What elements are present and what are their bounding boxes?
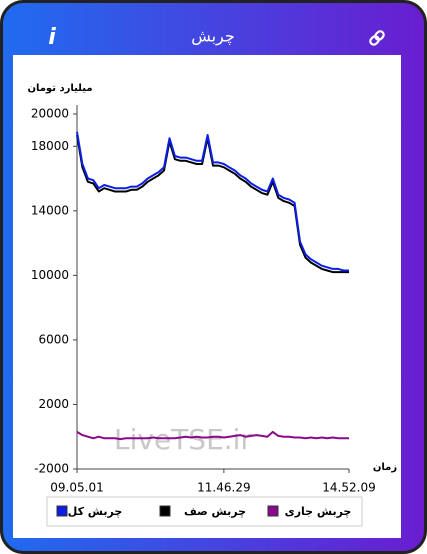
y-tick-label: 18000 (31, 139, 69, 153)
series-line (76, 131, 349, 272)
link-button[interactable] (369, 30, 385, 46)
series-line (76, 134, 349, 274)
watermark: LiveTSE.ir (114, 423, 252, 456)
legend-label: چربش جاری (285, 505, 352, 518)
legend-label: چربش کل (68, 505, 123, 518)
y-tick-label: 14000 (31, 203, 69, 217)
legend-swatch (56, 505, 68, 517)
header-title: چربش (191, 27, 235, 47)
y-tick-label: 6000 (38, 332, 69, 346)
x-tick-label: 14.52.09 (322, 481, 375, 495)
series-line (76, 430, 349, 441)
y-tick-label: -2000 (34, 462, 69, 476)
y-tick-label: 2000 (38, 397, 69, 411)
info-button[interactable]: i (48, 25, 56, 50)
legend-box (46, 496, 363, 527)
legend-swatch (159, 505, 171, 517)
y-tick-label: 20000 (31, 107, 69, 121)
x-axis-label: زمان (373, 462, 397, 473)
chart-panel (13, 55, 401, 538)
x-tick-label: 11.46.29 (197, 481, 250, 495)
y-axis-label: میلیارد تومان (27, 83, 92, 94)
legend-label: چربش صف (184, 505, 246, 518)
x-tick-label: 09.05.01 (50, 481, 103, 495)
y-tick-label: 10000 (31, 268, 69, 282)
legend-swatch (267, 505, 279, 517)
